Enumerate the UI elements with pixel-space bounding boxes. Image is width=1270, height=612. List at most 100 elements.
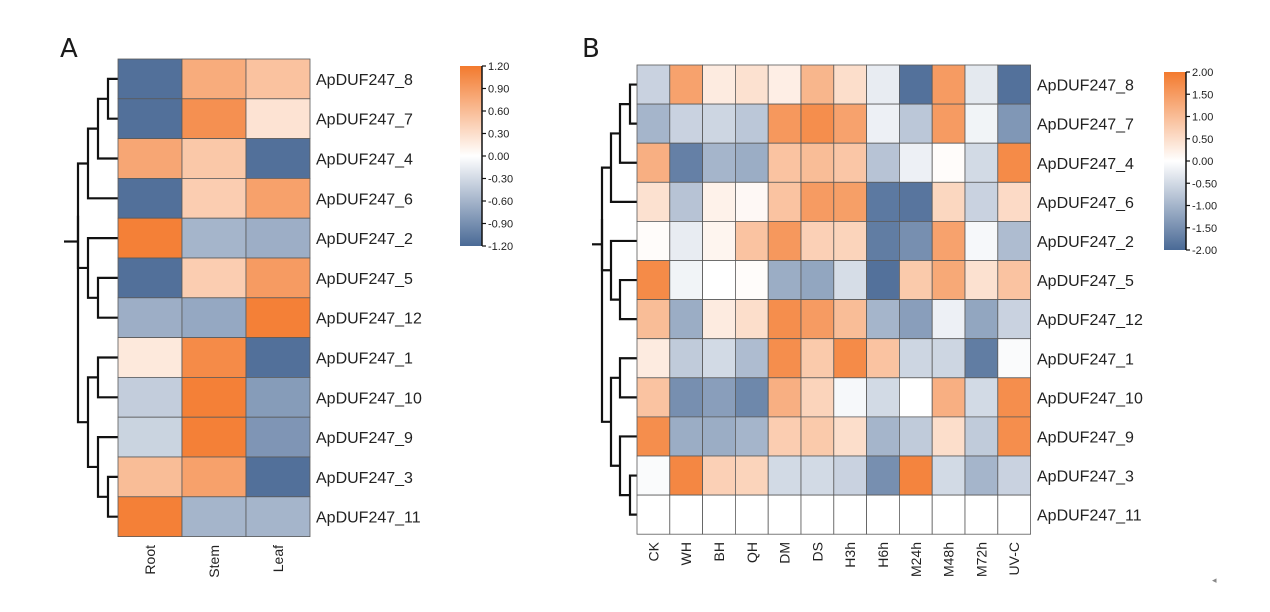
row-label: ApDUF247_10 xyxy=(1037,390,1143,407)
heatmap-cell xyxy=(800,260,835,300)
row-label: ApDUF247_6 xyxy=(316,191,413,208)
heatmap-cell xyxy=(245,416,311,458)
heatmap-cell xyxy=(833,338,867,379)
heatmap-cell xyxy=(964,64,999,105)
heatmap-cell xyxy=(833,377,867,418)
heatmap-cell xyxy=(899,260,933,300)
heatmap-cell xyxy=(767,338,802,379)
heatmap-cell xyxy=(931,377,966,418)
panel-a-dendrogram xyxy=(64,77,118,518)
heatmap-cell xyxy=(997,220,1031,261)
dendrogram-branch xyxy=(96,356,118,399)
heatmap-cell xyxy=(866,494,900,535)
column-label: UV-C xyxy=(1006,542,1022,575)
heatmap-cell xyxy=(702,455,736,496)
heatmap-cell xyxy=(181,297,247,338)
heatmap-cell xyxy=(997,260,1031,300)
heatmap-cell xyxy=(931,260,966,300)
column-label: QH xyxy=(744,542,760,563)
heatmap-cell xyxy=(833,416,867,457)
heatmap-cell xyxy=(964,377,999,418)
heatmap-cell xyxy=(931,494,966,535)
heatmap-cell xyxy=(800,220,835,261)
heatmap-cell xyxy=(931,455,966,496)
heatmap-cell xyxy=(245,138,311,179)
heatmap-cell xyxy=(964,142,999,183)
heatmap-cell xyxy=(997,455,1031,496)
heatmap-cell xyxy=(899,455,933,496)
heatmap-cell xyxy=(964,455,999,496)
heatmap-cell xyxy=(800,455,835,496)
heatmap-cell xyxy=(899,299,933,340)
heatmap-cell xyxy=(669,338,703,379)
heatmap-cell xyxy=(964,260,999,300)
panel-a-heatmap: A ApDUF247_8ApDUF247_7ApDUF247_4ApDUF247… xyxy=(60,34,513,578)
heatmap-cell xyxy=(669,142,703,183)
colorbar-gradient xyxy=(460,66,482,246)
panel-b-dendrogram xyxy=(592,83,637,516)
colorbar-tick-label: 0.50 xyxy=(1192,134,1213,146)
panel-b-column-labels: CK WH BH QH DM DS H3h H6h M24h M48h M72h UV-C xyxy=(645,541,1022,577)
row-label: ApDUF247_4 xyxy=(1037,156,1134,173)
colorbar-tick-label: 0.00 xyxy=(1192,156,1213,168)
dendrogram-branch xyxy=(609,376,620,467)
heatmap-cell xyxy=(181,98,247,140)
heatmap-cell xyxy=(833,494,867,535)
heatmap-cell xyxy=(866,455,900,496)
column-label: H6h xyxy=(875,542,891,568)
heatmap-cell xyxy=(800,103,835,144)
heatmap-cell xyxy=(245,496,311,537)
row-label: ApDUF247_9 xyxy=(1037,429,1134,446)
heatmap-cell xyxy=(931,64,966,105)
dendrogram-branch xyxy=(609,132,637,203)
dendrogram-branch xyxy=(600,218,611,423)
heatmap-cell xyxy=(997,494,1031,535)
dendrogram-branch xyxy=(86,376,98,469)
panel-a-column-labels: Root Stem Leaf xyxy=(142,545,286,578)
heatmap-cell xyxy=(964,220,999,261)
heatmap-cell xyxy=(800,494,835,535)
heatmap-cell xyxy=(117,217,183,259)
panel-b-cells xyxy=(636,64,1031,535)
panel-b-heatmap: B ApDUF247_8ApDUF247_7ApDUF247_4ApDUF247… xyxy=(582,34,1217,577)
heatmap-cell xyxy=(899,338,933,379)
dendrogram-branch xyxy=(106,475,118,518)
heatmap-cell xyxy=(669,260,703,300)
heatmap-cell xyxy=(735,142,769,183)
colorbar-tick-label: 1.00 xyxy=(1192,112,1213,124)
row-label: ApDUF247_4 xyxy=(316,152,413,169)
heatmap-cell xyxy=(866,142,900,183)
heatmap-cell xyxy=(702,220,736,261)
column-label: Leaf xyxy=(270,545,286,572)
column-label: CK xyxy=(645,541,661,561)
heatmap-cell xyxy=(702,64,736,105)
colorbar-tick-label: -0.90 xyxy=(488,219,513,231)
heatmap-cell xyxy=(636,64,671,105)
heatmap-cell xyxy=(997,299,1031,340)
heatmap-cell xyxy=(735,494,769,535)
dendrogram-branch xyxy=(76,215,88,424)
heatmap-cell xyxy=(636,220,671,261)
column-label: DS xyxy=(809,542,825,561)
heatmap-cell xyxy=(669,416,703,457)
colorbar-tick-label: 0.30 xyxy=(488,129,509,141)
heatmap-cell xyxy=(833,260,867,300)
dendrogram-branch xyxy=(618,278,637,321)
heatmap-cell xyxy=(181,416,247,458)
heatmap-cell xyxy=(245,217,311,259)
row-label: ApDUF247_11 xyxy=(1037,508,1142,525)
heatmap-cell xyxy=(767,455,802,496)
row-label: ApDUF247_10 xyxy=(316,390,422,407)
heatmap-cell xyxy=(899,103,933,144)
heatmap-cell xyxy=(636,103,671,144)
row-label: ApDUF247_8 xyxy=(1037,78,1134,95)
heatmap-cell xyxy=(702,338,736,379)
heatmap-cell xyxy=(669,181,703,222)
heatmap-cell xyxy=(636,260,671,300)
dendrogram-branch xyxy=(618,357,637,399)
colorbar-tick-label: 1.50 xyxy=(1192,89,1213,101)
slide-marker-icon: ◂ xyxy=(1212,575,1217,585)
row-label: ApDUF247_1 xyxy=(316,351,413,368)
heatmap-cell xyxy=(669,455,703,496)
heatmap-cell xyxy=(181,456,247,498)
